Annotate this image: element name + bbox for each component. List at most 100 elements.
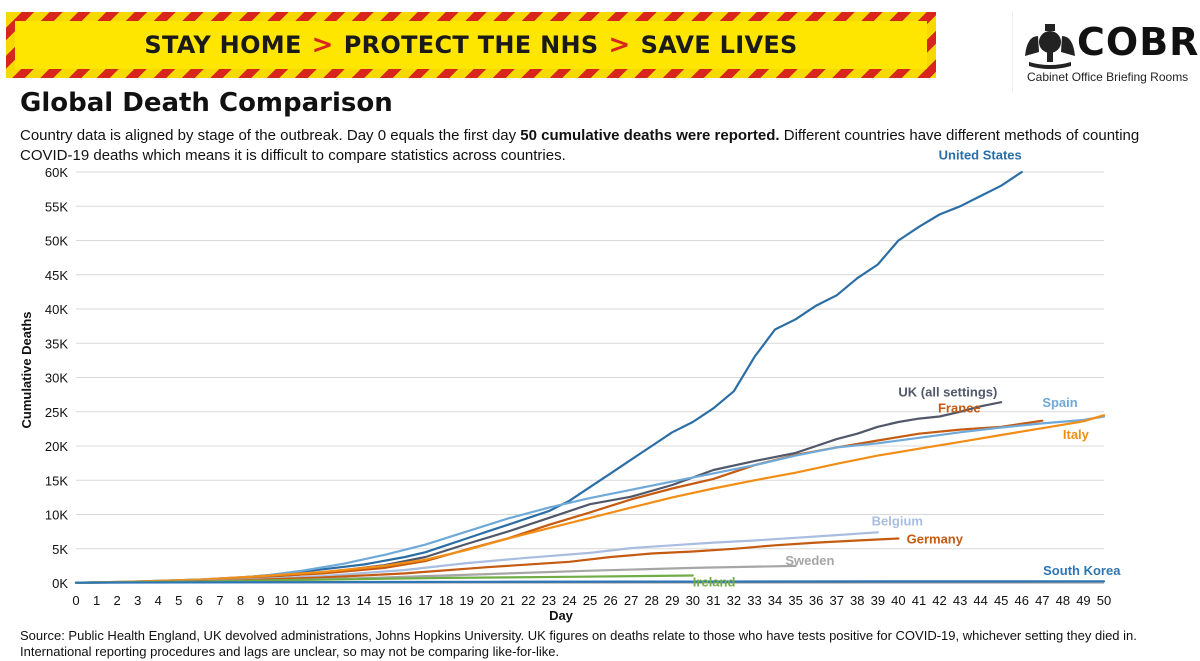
x-tick-label: 25 [583, 593, 597, 608]
x-tick-label: 0 [72, 593, 79, 608]
x-tick-label: 8 [237, 593, 244, 608]
chart-series-labels: United States UK (all settings)France Spai… [693, 150, 1121, 589]
x-tick-label: 30 [686, 593, 700, 608]
x-tick-label: 43 [953, 593, 967, 608]
x-tick-label: 15 [377, 593, 391, 608]
source-line-2: International reporting procedures and l… [20, 644, 560, 659]
y-tick-label: 35K [45, 336, 68, 351]
x-tick-label: 46 [1015, 593, 1029, 608]
x-tick-label: 47 [1035, 593, 1049, 608]
x-tick-label: 16 [398, 593, 412, 608]
x-tick-label: 21 [501, 593, 515, 608]
x-tick-label: 49 [1076, 593, 1090, 608]
x-tick-label: 48 [1056, 593, 1070, 608]
cobr-logo: COBR Cabinet Office Briefing Rooms [1012, 12, 1198, 92]
x-tick-label: 29 [665, 593, 679, 608]
x-tick-label: 17 [418, 593, 432, 608]
x-tick-label: 37 [829, 593, 843, 608]
x-tick-label: 3 [134, 593, 141, 608]
y-tick-label: 50K [45, 234, 68, 249]
y-tick-label: 10K [45, 508, 68, 523]
x-tick-label: 28 [644, 593, 658, 608]
x-tick-label: 32 [727, 593, 741, 608]
x-tick-label: 2 [114, 593, 121, 608]
x-tick-label: 22 [521, 593, 535, 608]
x-tick-label: 38 [850, 593, 864, 608]
x-tick-label: 27 [624, 593, 638, 608]
x-tick-label: 35 [788, 593, 802, 608]
x-tick-label: 11 [295, 593, 309, 608]
y-tick-label: 20K [45, 439, 68, 454]
royal-crest-icon [1025, 24, 1075, 69]
x-tick-label: 24 [562, 593, 576, 608]
banner-text: STAY HOME > PROTECT THE NHS > SAVE LIVES [144, 30, 797, 60]
logo-subtitle: Cabinet Office Briefing Rooms [1027, 70, 1189, 84]
series-line-france [74, 419, 1044, 584]
source-line-1: Source: Public Health England, UK devolv… [20, 628, 1137, 643]
chart-grid [76, 171, 1104, 584]
y-tick-label: 15K [45, 473, 68, 488]
banner-protect-nhs: PROTECT THE NHS [343, 31, 599, 59]
x-tick-label: 9 [257, 593, 264, 608]
x-tick-label: 10 [274, 593, 288, 608]
x-tick-label: 6 [196, 593, 203, 608]
x-tick-label: 20 [480, 593, 494, 608]
series-label-sweden: Sweden [785, 553, 834, 568]
x-axis-ticks: 0 1 2 3 4 5 6 7 8 9 10 11 12 13 14 15 16 17 18 19 20 21 22 23 24… [72, 593, 1111, 608]
y-tick-label: 30K [45, 371, 68, 386]
series-line-united-states [74, 170, 1023, 584]
x-tick-label: 5 [175, 593, 182, 608]
subtitle-text-pre: Country data is aligned by stage of the … [20, 127, 521, 144]
chevron-right-icon: > [608, 30, 631, 60]
series-label-united-states: United States [939, 150, 1022, 163]
banner-save-lives: SAVE LIVES [640, 31, 798, 59]
x-tick-label: 31 [706, 593, 720, 608]
series-line-italy [74, 414, 1106, 584]
series-line-south-korea [74, 580, 1106, 584]
page-subtitle: Country data is aligned by stage of the … [20, 126, 1170, 166]
chart-series-lines [74, 170, 1106, 584]
stay-home-banner: STAY HOME > PROTECT THE NHS > SAVE LIVES [6, 12, 936, 78]
x-tick-label: 18 [439, 593, 453, 608]
y-tick-label: 45K [45, 268, 68, 283]
x-tick-label: 34 [768, 593, 782, 608]
y-axis-title: Cumulative Deaths [19, 311, 34, 428]
y-tick-label: 55K [45, 199, 68, 214]
banner-stay-home: STAY HOME [144, 31, 302, 59]
page-title: Global Death Comparison [20, 88, 393, 118]
x-tick-label: 44 [973, 593, 987, 608]
y-tick-label: 5K [52, 542, 68, 557]
x-tick-label: 42 [932, 593, 946, 608]
x-tick-label: 13 [336, 593, 350, 608]
x-tick-label: 1 [93, 593, 100, 608]
x-tick-label: 12 [315, 593, 329, 608]
chevron-right-icon: > [311, 30, 334, 60]
series-label-italy: Italy [1063, 427, 1090, 442]
x-tick-label: 7 [216, 593, 223, 608]
series-label-spain: Spain [1042, 395, 1077, 410]
x-tick-label: 33 [747, 593, 761, 608]
series-label-france: France [938, 400, 981, 415]
x-tick-label: 19 [459, 593, 473, 608]
x-tick-label: 41 [912, 593, 926, 608]
logo-name: COBR [1077, 20, 1200, 64]
source-footnote: Source: Public Health England, UK devolv… [20, 628, 1190, 660]
x-tick-label: 4 [155, 593, 162, 608]
series-label-uk-all-settings: UK (all settings) [898, 385, 997, 400]
x-tick-label: 50 [1097, 593, 1111, 608]
series-label-belgium: Belgium [872, 513, 923, 528]
series-line-germany [74, 537, 900, 584]
subtitle-text-bold: 50 cumulative deaths were reported. [520, 127, 780, 144]
subtitle-text-post: Different countries have different metho… [20, 127, 1140, 164]
x-tick-label: 26 [603, 593, 617, 608]
x-tick-label: 40 [891, 593, 905, 608]
series-label-germany: Germany [907, 531, 964, 546]
x-tick-label: 23 [542, 593, 556, 608]
y-tick-label: 0K [52, 576, 68, 591]
x-tick-label: 36 [809, 593, 823, 608]
series-line-spain [74, 415, 1106, 584]
x-tick-label: 14 [357, 593, 371, 608]
series-line-uk-all-settings [74, 401, 1003, 584]
y-tick-label: 60K [45, 165, 68, 180]
